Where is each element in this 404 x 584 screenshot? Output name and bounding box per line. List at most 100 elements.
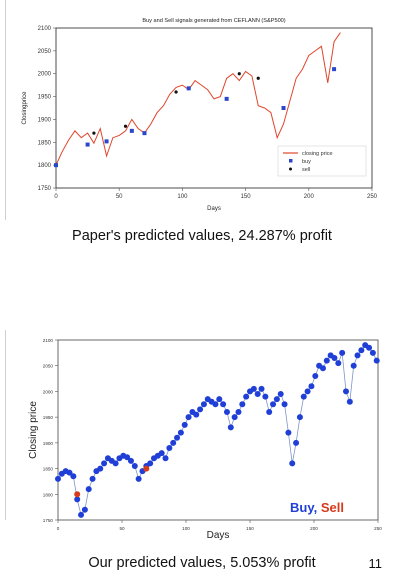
buy-point xyxy=(81,506,88,513)
buy-point xyxy=(250,385,257,392)
buy-point xyxy=(373,357,380,364)
buy-point xyxy=(293,439,300,446)
buy-point xyxy=(200,401,207,408)
buy-point xyxy=(212,401,219,408)
buy-point xyxy=(193,411,200,418)
x-tick-label: 0 xyxy=(54,194,58,200)
buy-point xyxy=(300,393,307,400)
buy-point xyxy=(262,393,269,400)
buy-point xyxy=(142,131,147,136)
buy-point xyxy=(97,465,104,472)
y-tick-label: 2050 xyxy=(38,49,52,55)
buy-sell-legend: Buy, Sell xyxy=(290,500,344,515)
legend-entry: buy xyxy=(302,159,311,165)
x-tick-label: 50 xyxy=(119,526,125,531)
buy-point xyxy=(289,460,296,467)
buy-point xyxy=(181,421,188,428)
y-tick-label: 1750 xyxy=(43,518,54,523)
buy-point xyxy=(343,388,349,395)
x-tick-label: 200 xyxy=(304,194,315,200)
buy-point xyxy=(186,86,191,91)
x-tick-label: 150 xyxy=(241,194,252,200)
buy-point xyxy=(220,401,227,408)
our-chart: 0 50 100 150 200 250 1750 1800 1850 1900 1950 2000 2… xyxy=(28,338,382,541)
y-tick-label: 2000 xyxy=(43,389,54,394)
buy-point xyxy=(78,511,85,518)
buy-point xyxy=(127,457,134,464)
edge-line-bottom xyxy=(5,330,6,520)
buy-point xyxy=(101,460,108,467)
buy-point xyxy=(239,401,246,408)
buy-point xyxy=(170,439,177,446)
closing-price-line xyxy=(55,32,341,166)
y-tick-label: 2100 xyxy=(43,338,54,343)
buy-point xyxy=(277,391,284,397)
buy-point xyxy=(66,469,73,476)
buy-point xyxy=(339,349,346,356)
buy-point xyxy=(135,475,142,482)
paper-caption: Paper's predicted values, 24.287% profit xyxy=(72,228,332,244)
buy-point xyxy=(346,398,353,405)
sell-point xyxy=(237,72,241,76)
y-tick-label: 1750 xyxy=(38,186,52,192)
legend-sell-label: Sell xyxy=(320,500,344,515)
buy-point xyxy=(147,460,154,467)
buy-point xyxy=(231,414,238,421)
buy-point xyxy=(369,349,376,356)
x-tick-label: 150 xyxy=(246,526,254,531)
buy-point xyxy=(354,352,361,359)
sell-point xyxy=(74,491,81,498)
buy-point xyxy=(281,401,288,408)
x-axis-label: Days xyxy=(207,206,221,212)
buy-point xyxy=(112,460,119,467)
y-tick-label: 2050 xyxy=(43,364,54,369)
buy-point xyxy=(323,357,330,364)
buy-point xyxy=(273,396,280,403)
chart-title: Buy and Sell signals generated from CEFL… xyxy=(142,18,285,24)
buy-point xyxy=(124,454,131,461)
legend-buy-swatch xyxy=(289,159,293,163)
y-tick-label: 2100 xyxy=(38,26,52,32)
buy-point xyxy=(254,391,261,397)
y-axis-label: Closing price xyxy=(28,401,39,459)
buy-point xyxy=(312,373,319,379)
sell-point xyxy=(143,465,150,472)
buy-point xyxy=(332,67,337,72)
x-tick-label: 50 xyxy=(116,194,123,200)
legend-sell-swatch xyxy=(289,167,292,171)
buy-point xyxy=(85,486,92,493)
legend-entry: sell xyxy=(302,167,310,173)
y-tick-label: 1800 xyxy=(43,492,54,497)
buy-point xyxy=(281,106,286,110)
buy-point xyxy=(54,163,58,168)
buy-point xyxy=(162,455,169,462)
y-tick-label: 1800 xyxy=(38,163,52,169)
buy-point xyxy=(266,409,273,415)
buy-point xyxy=(216,396,223,403)
buy-point xyxy=(174,434,181,441)
y-tick-label: 1850 xyxy=(38,140,52,146)
buy-point xyxy=(131,463,138,469)
buy-point xyxy=(197,406,204,413)
y-axis-label: Closingprice xyxy=(22,91,28,125)
legend-entry: closing price xyxy=(302,151,333,157)
buy-point xyxy=(258,385,265,392)
edge-line-top xyxy=(5,0,6,220)
buy-point xyxy=(224,96,229,101)
buy-point xyxy=(70,473,77,480)
buy-point xyxy=(350,362,357,369)
x-tick-label: 100 xyxy=(177,194,188,200)
x-tick-label: 250 xyxy=(374,526,382,531)
x-tick-label: 100 xyxy=(182,526,190,531)
buy-point xyxy=(104,139,109,144)
buy-point xyxy=(319,365,326,372)
legend-separator: , xyxy=(313,500,321,515)
buy-point xyxy=(55,475,61,482)
x-tick-label: 250 xyxy=(367,194,378,200)
buy-point xyxy=(270,401,277,408)
paper-chart: 0 50 100 150 200 250 1750 1800 1850 1900 1950 2000 2… xyxy=(22,18,378,212)
buy-point xyxy=(304,388,311,395)
y-tick-label: 1900 xyxy=(38,117,52,123)
buy-point xyxy=(335,360,342,367)
y-tick-label: 1900 xyxy=(43,441,54,446)
